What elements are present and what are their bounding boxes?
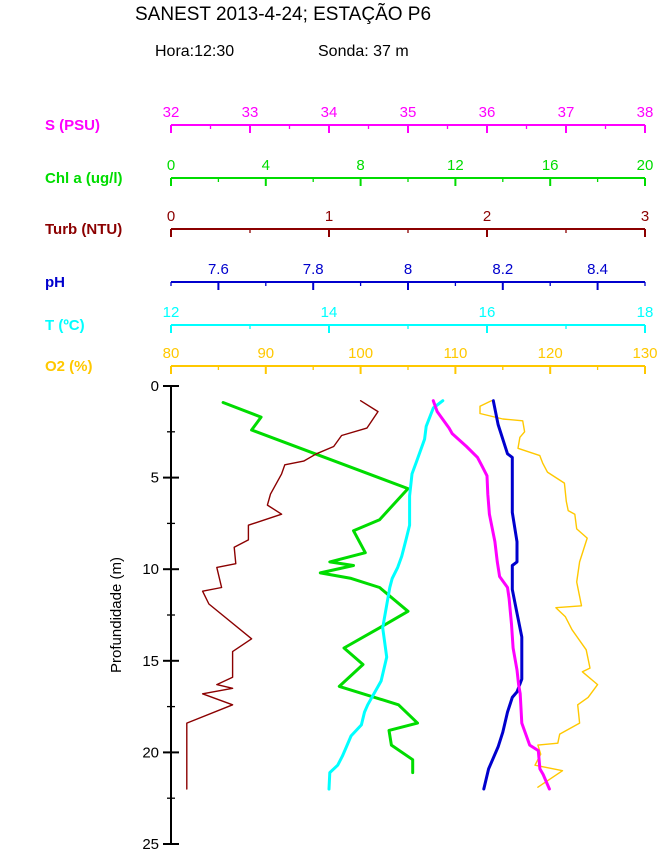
tick-label-depth: 10 (142, 561, 159, 578)
axis-label-ph: pH (45, 274, 65, 291)
tick-label-o2: 90 (257, 345, 274, 362)
tick-label-turb: 3 (641, 208, 649, 225)
tick-label-ph: 8.2 (492, 261, 513, 278)
tick-label-o2: 130 (632, 345, 657, 362)
series-salinity (431, 399, 551, 791)
tick-label-s: 35 (400, 104, 417, 121)
depth-axis-label: Profundidade (m) (108, 557, 125, 673)
tick-label-turb: 0 (167, 208, 175, 225)
tick-label-o2: 110 (443, 345, 467, 362)
tick-label-s: 38 (637, 104, 654, 121)
tick-label-depth: 20 (142, 744, 159, 761)
tick-label-depth: 0 (151, 378, 159, 395)
tick-label-t: 12 (163, 304, 180, 321)
tick-label-chl: 16 (542, 157, 559, 174)
tick-label-chl: 4 (262, 157, 270, 174)
tick-label-ph: 8.4 (587, 261, 608, 278)
tick-label-depth: 25 (142, 836, 159, 853)
axis-o2: 80 90 100 110 120 130 O2 (%) (45, 345, 658, 375)
tick-label-turb: 2 (483, 208, 491, 225)
tick-label-depth: 15 (142, 653, 159, 670)
axis-s: 32 33 34 35 36 37 38 S (PSU) (45, 104, 653, 134)
axis-chl: 0 4 8 12 16 20 Chl a (ug/l) (45, 157, 653, 187)
tick-label-s: 36 (479, 104, 496, 121)
tick-label-s: 34 (321, 104, 338, 121)
tick-label-chl: 20 (637, 157, 654, 174)
tick-label-t: 14 (321, 304, 338, 321)
axis-label-s: S (PSU) (45, 117, 100, 134)
tick-label-turb: 1 (325, 208, 333, 225)
tick-label-ph: 8 (404, 261, 412, 278)
series-temperature (327, 399, 445, 791)
chart-title: SANEST 2013-4-24; ESTAÇÃO P6 (135, 4, 432, 25)
tick-label-o2: 100 (348, 345, 373, 362)
axis-label-chl: Chl a (ug/l) (45, 170, 123, 187)
tick-label-s: 37 (558, 104, 575, 121)
tick-label-depth: 5 (151, 470, 159, 487)
tick-label-t: 16 (479, 304, 496, 321)
axis-turb: 0 1 2 3 Turb (NTU) (45, 208, 649, 238)
series-turbidity (186, 400, 379, 790)
tick-label-chl: 0 (167, 157, 175, 174)
tick-label-ph: 7.8 (303, 261, 324, 278)
hora-label: Hora:12:30 (155, 43, 235, 60)
tick-label-t: 18 (637, 304, 654, 321)
tick-label-s: 33 (242, 104, 259, 121)
tick-label-ph: 7.6 (208, 261, 229, 278)
tick-label-o2: 120 (538, 345, 563, 362)
tick-label-chl: 12 (447, 157, 464, 174)
series-ph (482, 399, 524, 791)
axis-label-o2: O2 (%) (45, 358, 93, 375)
axis-ph: 7.6 7.8 8 8.2 8.4 pH (45, 261, 646, 291)
sonda-label: Sonda: 37 m (318, 43, 409, 60)
depth-axis: 0 5 10 15 20 25 Profundidade (m) (108, 378, 179, 853)
series-chlorophyll (221, 401, 419, 775)
series-oxygen (479, 400, 599, 788)
axis-t: 12 14 16 18 T (ºC) (45, 304, 653, 334)
axis-label-turb: Turb (NTU) (45, 221, 122, 238)
tick-label-chl: 8 (356, 157, 364, 174)
tick-label-s: 32 (163, 104, 180, 121)
tick-label-o2: 80 (163, 345, 180, 362)
axis-label-t: T (ºC) (45, 317, 85, 334)
